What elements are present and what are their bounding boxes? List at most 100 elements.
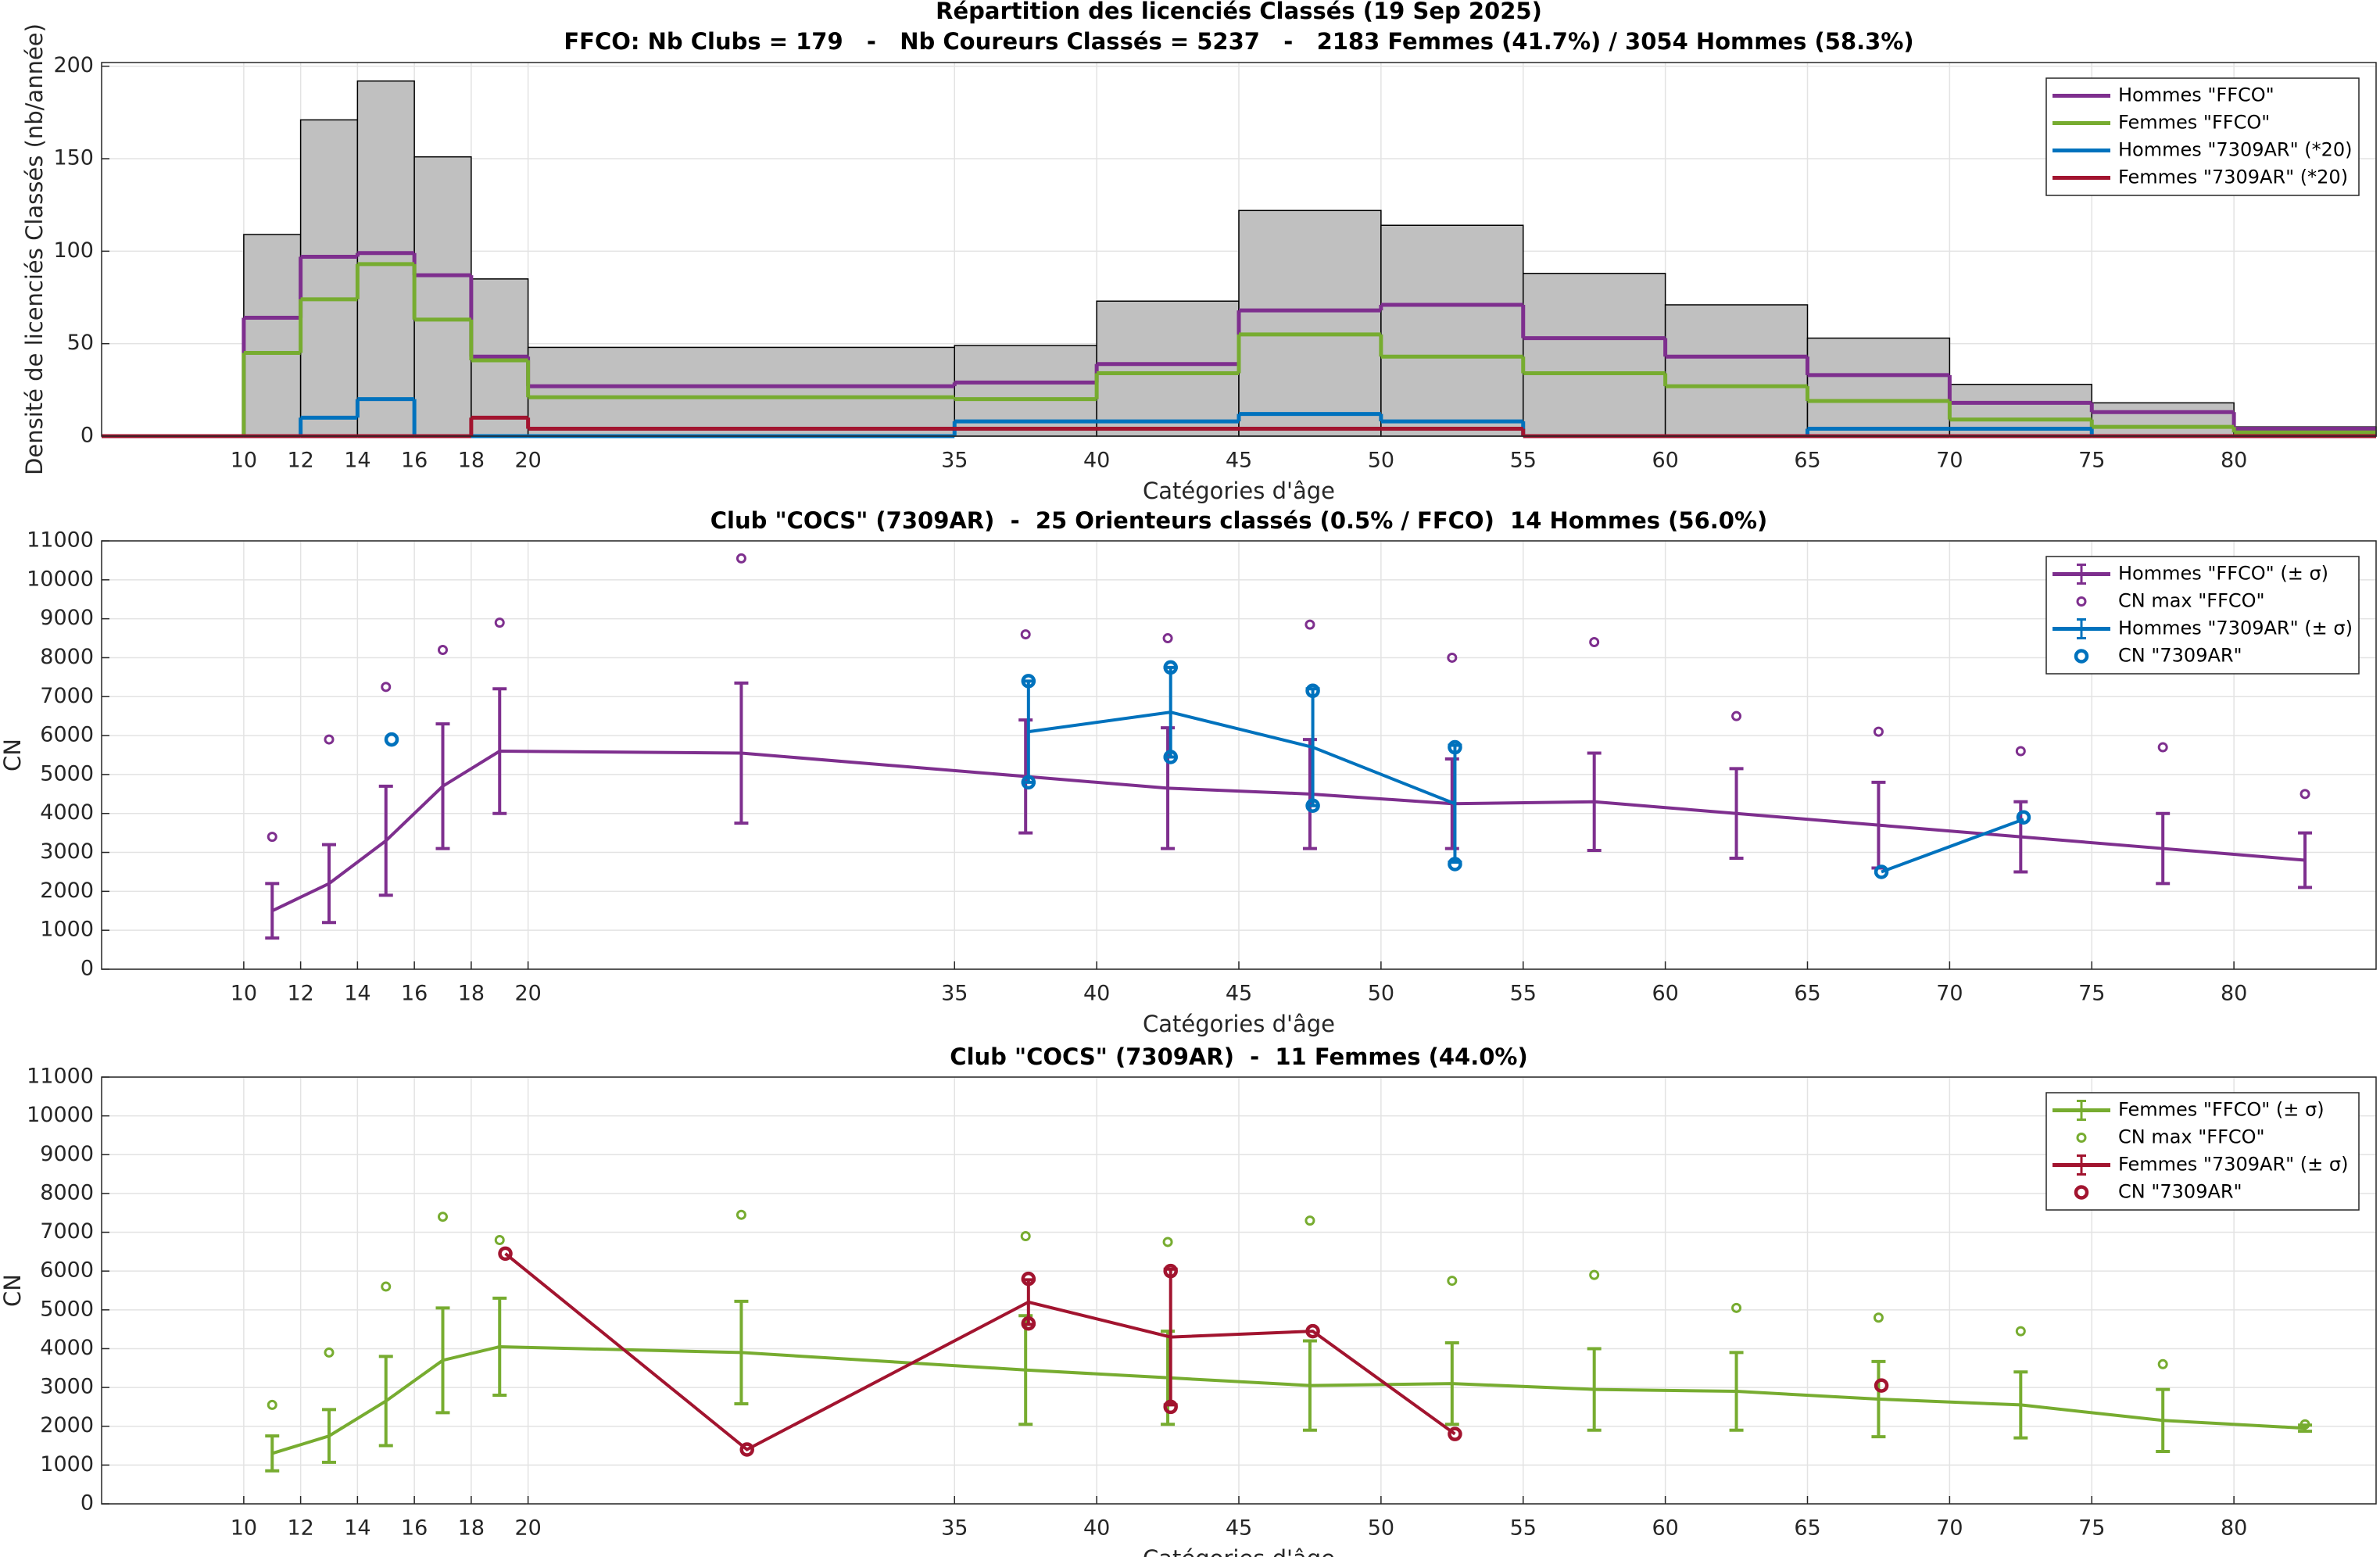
histogram-bar: [1806, 337, 1951, 437]
x-tick-label: 60: [1652, 1516, 1678, 1541]
axes-box: [101, 1076, 2377, 1505]
x-tick-label: 50: [1368, 982, 1394, 1006]
club-cn-marker: [384, 732, 399, 747]
cn-max-marker: [267, 1399, 277, 1410]
x-tick-label: 12: [287, 982, 313, 1006]
chart-panel: 0 50 100 150 200 10 12 14 16 18 20 35 40 45 50 55 60 65 70…: [21, 0, 2377, 504]
x-tick-label: 45: [1226, 1516, 1252, 1541]
cn-max-marker: [381, 1281, 392, 1292]
x-tick-label: 16: [401, 1516, 428, 1541]
cn-max-marker: [735, 1209, 746, 1220]
club-cn-marker: [1305, 683, 1320, 699]
legend-label: Femmes "FFCO": [2118, 112, 2270, 134]
club-cn-marker: [1163, 1263, 1178, 1279]
x-tick-label: 80: [2221, 982, 2247, 1006]
chart-panel: 0 1000 2000 3000 4000 5000 6000 7000 8000 9000 100…: [0, 1043, 2377, 1557]
y-tick-label: 2000: [40, 879, 94, 903]
club-cn-marker: [1021, 674, 1036, 689]
x-tick-label: 50: [1368, 1516, 1394, 1541]
x-tick-label: 14: [344, 982, 370, 1006]
x-tick-label: 80: [2221, 1516, 2247, 1541]
cn-max-marker: [1305, 619, 1315, 630]
cn-max-marker: [1589, 637, 1600, 648]
y-tick-label: 50: [67, 331, 94, 355]
histogram-bar: [243, 234, 302, 437]
chart-title: Club "COCS" (7309AR) - 25 Orienteurs cla…: [710, 507, 1768, 534]
cn-max-marker: [324, 1347, 335, 1358]
cn-max-marker: [494, 617, 505, 628]
x-tick-label: 65: [1794, 1516, 1820, 1541]
x-tick-label: 35: [941, 982, 968, 1006]
x-tick-label: 40: [1083, 449, 1110, 473]
y-tick-label: 150: [53, 146, 94, 170]
y-tick-label: 1000: [40, 1452, 94, 1476]
cn-max-marker: [1020, 629, 1031, 640]
x-tick-label: 16: [401, 982, 428, 1006]
x-tick-label: 50: [1368, 449, 1394, 473]
y-tick-label: 5000: [40, 1297, 94, 1321]
chart-title: Club "COCS" (7309AR) - 11 Femmes (44.0%): [950, 1043, 1527, 1070]
legend-symbol: [2076, 596, 2087, 607]
y-tick-label: 1000: [40, 918, 94, 942]
cn-max-marker: [2015, 1326, 2026, 1337]
y-tick-label: 6000: [40, 1258, 94, 1283]
y-tick-label: 2000: [40, 1413, 94, 1437]
x-tick-label: 12: [287, 1516, 313, 1541]
x-tick-label: 18: [458, 1516, 485, 1541]
x-tick-label: 14: [344, 1516, 370, 1541]
histogram-bar: [413, 156, 472, 437]
club-cn-marker: [1163, 1399, 1178, 1415]
y-tick-label: 100: [53, 238, 94, 263]
legend-label: Hommes "FFCO" (± σ): [2118, 563, 2328, 585]
x-tick-label: 40: [1083, 1516, 1110, 1541]
x-tick-label: 65: [1794, 982, 1820, 1006]
histogram-bar: [299, 119, 359, 437]
cn-max-marker: [1447, 1276, 1458, 1287]
cn-max-marker: [438, 1212, 448, 1222]
club-cn-marker: [498, 1246, 513, 1262]
y-axis-label: Densité de licenciés Classés (nb/année): [21, 23, 48, 475]
legend-label: CN max "FFCO": [2118, 1126, 2265, 1148]
axes-box: [101, 540, 2377, 970]
cn-max-marker: [1447, 652, 1458, 663]
x-tick-label: 80: [2221, 449, 2247, 473]
y-tick-label: 9000: [40, 1142, 94, 1166]
cn-max-marker: [2157, 1358, 2168, 1369]
club-cn-marker: [1305, 1323, 1320, 1339]
y-tick-label: 7000: [40, 684, 94, 708]
legend: Hommes "FFCO" Femmes "FFCO" Hommes "7309AR…: [2045, 77, 2360, 196]
y-tick-label: 4000: [40, 800, 94, 825]
x-tick-label: 60: [1652, 982, 1678, 1006]
chart-subtitle: FFCO: Nb Clubs = 179 - Nb Coureurs Class…: [564, 28, 1913, 55]
cn-max-marker: [1873, 1312, 1884, 1323]
x-tick-label: 75: [2078, 1516, 2105, 1541]
x-tick-label: 35: [941, 449, 968, 473]
legend-label: Hommes "7309AR" (± σ): [2118, 617, 2353, 639]
club-cn-marker: [1163, 750, 1178, 764]
cn-max-marker: [324, 734, 335, 745]
cn-max-marker: [2299, 789, 2310, 800]
histogram-bar: [527, 346, 955, 437]
histogram-bar: [356, 80, 415, 437]
cn-max-marker: [267, 832, 277, 843]
x-tick-label: 18: [458, 449, 485, 473]
cn-max-marker: [1873, 726, 1884, 737]
club-cn-marker: [1021, 775, 1036, 790]
cn-max-marker: [1731, 710, 1742, 721]
histogram-bar: [1096, 300, 1240, 437]
x-tick-label: 10: [231, 449, 257, 473]
club-cn-marker: [1448, 739, 1462, 755]
y-tick-label: 8000: [40, 645, 94, 669]
y-tick-label: 0: [81, 957, 94, 981]
chart-panel: 0 1000 2000 3000 4000 5000 6000 7000 8000 9000 100…: [0, 507, 2377, 1037]
club-cn-marker: [1021, 1315, 1036, 1331]
club-cn-marker: [2016, 810, 2031, 825]
x-tick-label: 40: [1083, 982, 1110, 1006]
legend-label: Femmes "FFCO" (± σ): [2118, 1099, 2325, 1121]
axes-box: [101, 62, 2377, 437]
legend-symbol: [2076, 1133, 2087, 1143]
cn-max-marker: [494, 1234, 505, 1245]
legend-label: CN "7309AR": [2118, 1181, 2242, 1203]
y-tick-label: 0: [81, 1491, 94, 1516]
